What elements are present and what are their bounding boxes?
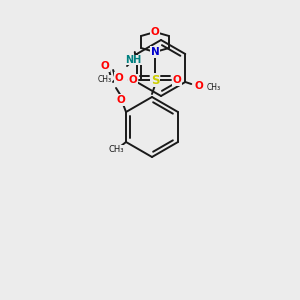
Text: O: O bbox=[117, 95, 125, 105]
Text: O: O bbox=[114, 73, 123, 83]
Text: O: O bbox=[100, 61, 109, 71]
Text: CH₃: CH₃ bbox=[108, 146, 124, 154]
Text: O: O bbox=[195, 81, 204, 91]
Text: CH₃: CH₃ bbox=[206, 83, 220, 92]
Text: N: N bbox=[151, 47, 159, 57]
Text: S: S bbox=[151, 74, 159, 86]
Text: O: O bbox=[129, 75, 137, 85]
Text: CH₃: CH₃ bbox=[98, 76, 112, 85]
Text: O: O bbox=[151, 27, 159, 37]
Text: NH: NH bbox=[125, 55, 141, 65]
Text: O: O bbox=[172, 75, 182, 85]
